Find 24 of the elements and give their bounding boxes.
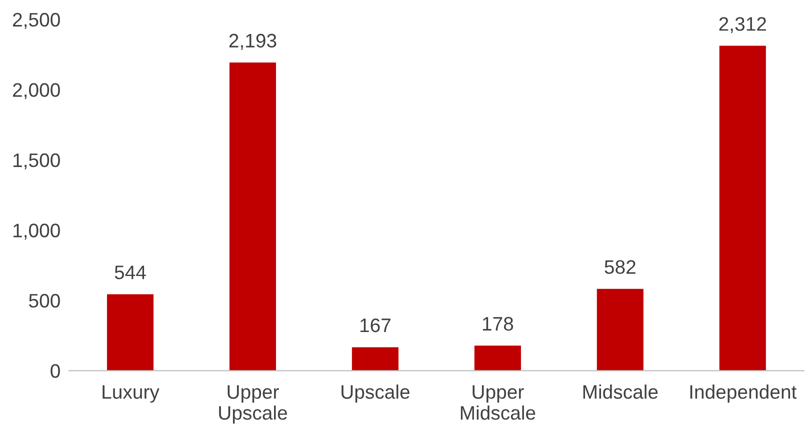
data-label: 178 [482,316,514,331]
y-tick-label: 1,500 [14,153,60,170]
bar [596,288,644,371]
x-tick-label: Upper Upscale [219,385,287,424]
data-label: 2,312 [719,17,766,34]
x-tick-label: Independent [690,384,797,403]
bar [474,346,521,371]
bar [352,347,398,371]
x-tick-label: Midscale [583,384,658,399]
data-label: 582 [604,260,636,274]
x-tick-label: Upper Midscale [460,385,536,420]
y-tick-label: 0 [50,364,60,378]
bar [719,46,766,371]
x-tick-label: Luxury [102,385,160,403]
data-label: 167 [360,318,390,332]
data-label: 2,193 [229,34,276,50]
y-tick-label: 2,000 [13,83,60,100]
bar [229,62,276,371]
bar [106,294,154,371]
data-label: 544 [114,266,146,280]
y-tick-label: 500 [29,294,60,308]
y-tick-label: 2,500 [13,12,60,29]
x-tick-label: Upscale [342,384,410,403]
y-tick-label: 1,000 [14,224,60,240]
